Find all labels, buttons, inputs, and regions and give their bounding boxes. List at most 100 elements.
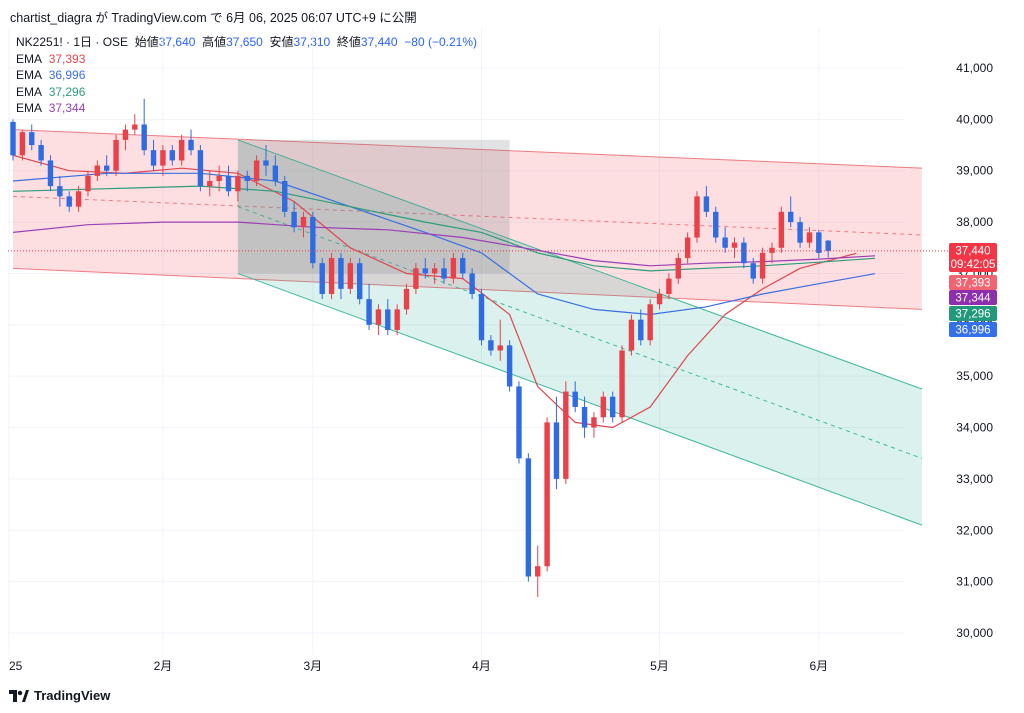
price-tag: 37,344 <box>949 290 997 305</box>
candle-body <box>300 216 307 228</box>
candle-body <box>19 132 26 156</box>
ema-label: EMA <box>16 68 43 82</box>
ema-line-1 <box>12 154 857 429</box>
candle <box>628 314 635 356</box>
x-tick-label: 25 <box>9 659 23 673</box>
candle-body <box>563 391 569 479</box>
candle <box>591 412 597 438</box>
candle <box>188 129 194 156</box>
candle-body <box>169 150 175 161</box>
candle <box>328 252 335 300</box>
candle <box>450 252 457 284</box>
ema-legend-4[interactable]: EMA 37,344 <box>16 100 477 117</box>
candle <box>422 258 428 279</box>
candle <box>713 206 719 243</box>
candle <box>731 237 738 259</box>
candle-body <box>422 268 428 274</box>
candle <box>319 258 325 300</box>
candle-body <box>703 196 710 212</box>
candle-body <box>10 121 16 156</box>
green-channel-fill <box>237 139 922 526</box>
candle <box>703 186 710 217</box>
ema-legend-3[interactable]: EMA 37,296 <box>16 84 477 101</box>
candle <box>235 170 241 202</box>
price-tag-bg <box>949 290 997 305</box>
price-tag-bg <box>949 306 997 321</box>
candle <box>356 258 363 305</box>
candle <box>600 391 607 423</box>
candle <box>104 155 110 176</box>
candle-body <box>356 263 363 300</box>
ema-value: 37,296 <box>48 84 86 99</box>
candle-body <box>778 211 785 248</box>
price-tag-time: 09:42:05 <box>951 259 996 271</box>
open-label: 始値 <box>134 35 159 49</box>
candle-body <box>225 175 232 192</box>
candle <box>516 381 522 464</box>
candle <box>19 129 26 161</box>
x-axis[interactable]: 25 2月 3月 4月 5月 6月 <box>9 659 828 673</box>
ema-legend-2[interactable]: EMA 36,996 <box>16 67 477 84</box>
candle <box>282 175 288 217</box>
candle-body <box>85 175 91 192</box>
candle-body <box>366 299 372 325</box>
candle-body <box>535 566 541 577</box>
candle <box>347 258 354 294</box>
candle-body <box>713 211 719 238</box>
candle <box>38 139 44 166</box>
candle <box>816 229 822 259</box>
candle <box>469 268 475 300</box>
price-tag-value: 36,996 <box>955 325 990 337</box>
ema-legend-1[interactable]: EMA 37,393 <box>16 51 477 68</box>
candle-body <box>413 268 419 289</box>
candle <box>197 145 204 192</box>
candle-body <box>769 247 775 253</box>
x-tick-label: 5月 <box>650 659 669 673</box>
candles[interactable] <box>10 98 831 598</box>
candle <box>375 304 382 336</box>
candle-body <box>497 345 503 351</box>
tradingview-brand[interactable]: TradingView <box>9 688 110 703</box>
candle <box>825 240 831 258</box>
candle-body <box>525 458 532 577</box>
candle <box>619 345 625 423</box>
candle <box>525 453 532 582</box>
candle <box>759 247 766 284</box>
ema-label: EMA <box>16 51 43 66</box>
channels <box>12 129 923 526</box>
y-tick-label: 30,000 <box>956 626 993 640</box>
ema-label: EMA <box>16 101 43 115</box>
candle-body <box>469 273 475 294</box>
candle-body <box>825 240 831 251</box>
price-tag-value: 37,344 <box>955 293 991 305</box>
grey-box <box>237 139 510 274</box>
candle <box>647 299 653 346</box>
candle-body <box>488 340 494 351</box>
candle <box>207 170 213 197</box>
y-axis[interactable]: 30,00031,00032,00033,00034,00035,00036,0… <box>956 61 993 640</box>
candle-body <box>291 211 297 228</box>
candle-body <box>394 309 400 330</box>
symbol-name[interactable]: NK2251! · 1日 · OSE <box>16 35 129 49</box>
candle-body <box>544 422 550 567</box>
candle-body <box>253 160 260 181</box>
candle <box>441 258 447 284</box>
candle-body <box>375 309 382 325</box>
candle-body <box>600 396 607 418</box>
candle <box>535 545 541 598</box>
candle <box>581 396 588 438</box>
candle <box>253 155 260 187</box>
x-tick-label: 6月 <box>809 659 828 673</box>
symbol-row: NK2251! · 1日 · OSE 始値37,640 高値37,650 安値3… <box>16 34 477 51</box>
candle <box>385 299 391 336</box>
candle <box>572 381 578 413</box>
candle-body <box>207 181 213 187</box>
y-tick-label: 33,000 <box>956 472 993 486</box>
candle <box>394 304 400 336</box>
candle-body <box>66 196 72 207</box>
close-label: 終値 <box>336 35 361 49</box>
candle-body <box>141 124 147 151</box>
